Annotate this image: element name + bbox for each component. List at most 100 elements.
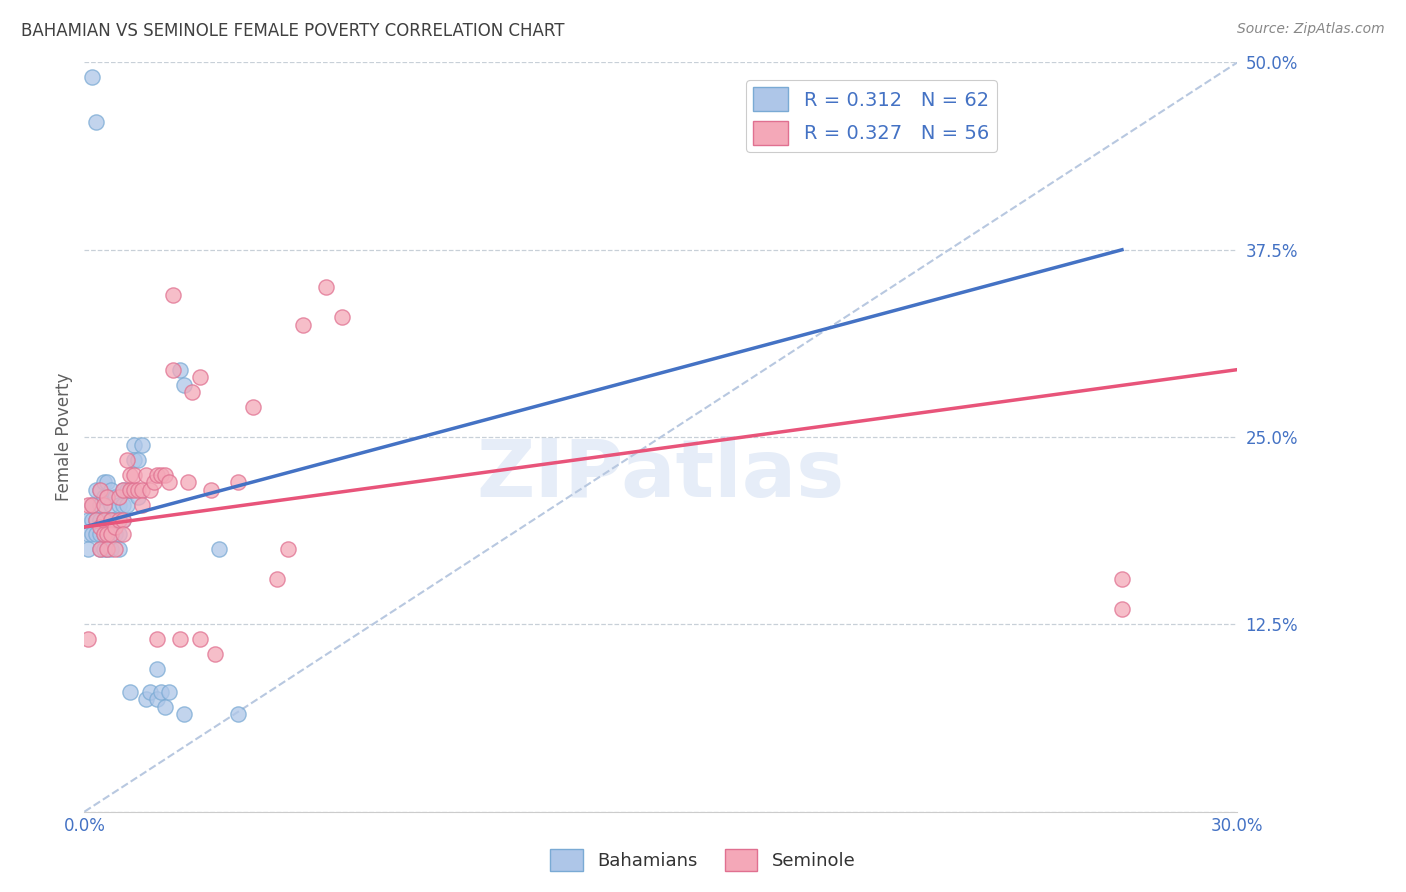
Point	[124, 483, 146, 497]
Point	[89, 542, 111, 557]
Point	[84, 115, 107, 129]
Point	[93, 527, 115, 541]
Point	[142, 475, 165, 489]
Point	[146, 692, 169, 706]
Point	[181, 385, 204, 400]
Point	[131, 483, 153, 497]
Point	[226, 707, 249, 722]
Point	[108, 512, 131, 526]
Point	[111, 483, 134, 497]
Point	[80, 498, 103, 512]
Point	[104, 527, 127, 541]
Point	[292, 318, 315, 332]
Point	[93, 498, 115, 512]
Point	[77, 632, 100, 647]
Point	[157, 475, 180, 489]
Point	[80, 512, 103, 526]
Point	[104, 490, 127, 504]
Point	[104, 520, 127, 534]
Point	[266, 573, 288, 587]
Point	[1111, 602, 1133, 616]
Point	[131, 437, 153, 451]
Point	[84, 527, 107, 541]
Point	[100, 512, 122, 526]
Point	[115, 452, 138, 467]
Point	[124, 467, 146, 482]
Point	[89, 542, 111, 557]
Point	[204, 648, 226, 662]
Point	[226, 475, 249, 489]
Point	[127, 490, 149, 504]
Point	[93, 475, 115, 489]
Point	[96, 542, 118, 557]
Point	[77, 527, 100, 541]
Point	[108, 542, 131, 557]
Point	[104, 542, 127, 557]
Point	[89, 483, 111, 497]
Point	[188, 370, 211, 384]
Point	[120, 685, 142, 699]
Point	[146, 467, 169, 482]
Point	[80, 527, 103, 541]
Point	[93, 512, 115, 526]
Point	[162, 362, 184, 376]
Point	[115, 483, 138, 497]
Point	[96, 490, 118, 504]
Point	[111, 527, 134, 541]
Text: BAHAMIAN VS SEMINOLE FEMALE POVERTY CORRELATION CHART: BAHAMIAN VS SEMINOLE FEMALE POVERTY CORR…	[21, 22, 565, 40]
Point	[150, 467, 173, 482]
Point	[96, 512, 118, 526]
Point	[108, 490, 131, 504]
Point	[242, 400, 264, 414]
Point	[124, 437, 146, 451]
Point	[157, 685, 180, 699]
Point	[111, 483, 134, 497]
Point	[96, 490, 118, 504]
Point	[93, 527, 115, 541]
Point	[93, 542, 115, 557]
Point	[1111, 573, 1133, 587]
Legend: Bahamians, Seminole: Bahamians, Seminole	[543, 842, 863, 879]
Point	[111, 512, 134, 526]
Point	[153, 467, 176, 482]
Point	[80, 70, 103, 85]
Point	[89, 483, 111, 497]
Point	[208, 542, 231, 557]
Point	[169, 362, 191, 376]
Point	[120, 483, 142, 497]
Point	[100, 498, 122, 512]
Point	[100, 527, 122, 541]
Point	[146, 632, 169, 647]
Point	[89, 520, 111, 534]
Point	[315, 280, 337, 294]
Point	[80, 498, 103, 512]
Point	[127, 483, 149, 497]
Point	[150, 685, 173, 699]
Y-axis label: Female Poverty: Female Poverty	[55, 373, 73, 501]
Text: Source: ZipAtlas.com: Source: ZipAtlas.com	[1237, 22, 1385, 37]
Point	[120, 467, 142, 482]
Point	[111, 512, 134, 526]
Point	[115, 498, 138, 512]
Point	[104, 512, 127, 526]
Point	[108, 512, 131, 526]
Point	[188, 632, 211, 647]
Point	[84, 512, 107, 526]
Point	[89, 498, 111, 512]
Point	[93, 512, 115, 526]
Text: ZIPatlas: ZIPatlas	[477, 435, 845, 514]
Point	[173, 707, 195, 722]
Point	[169, 632, 191, 647]
Point	[77, 542, 100, 557]
Point	[89, 527, 111, 541]
Point	[108, 527, 131, 541]
Point	[108, 498, 131, 512]
Point	[77, 512, 100, 526]
Point	[162, 287, 184, 301]
Point	[84, 483, 107, 497]
Point	[93, 490, 115, 504]
Point	[127, 452, 149, 467]
Point	[138, 685, 160, 699]
Point	[96, 542, 118, 557]
Point	[111, 498, 134, 512]
